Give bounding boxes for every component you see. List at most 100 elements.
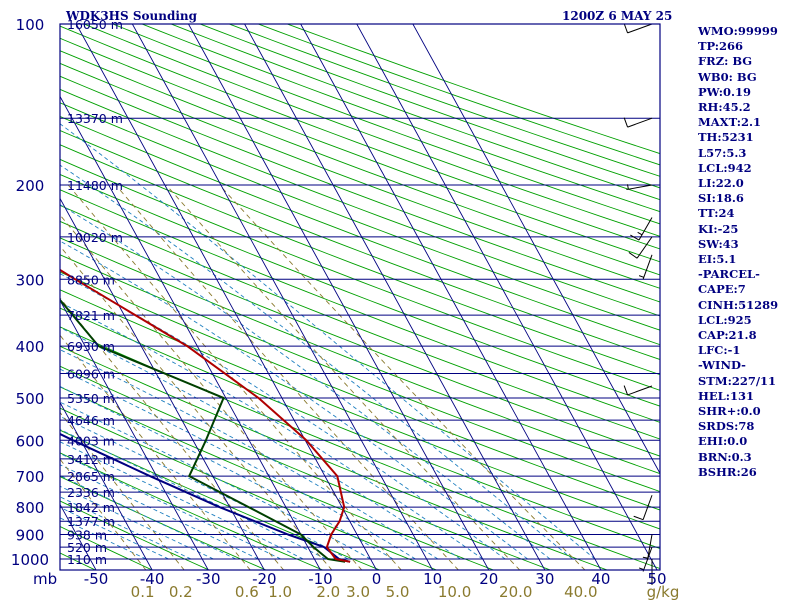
dry-adiabat: [60, 173, 660, 407]
mixing-ratio-line: [165, 184, 521, 570]
isotherm: [412, 24, 660, 475]
chart-title: WDK3HS Sounding: [65, 9, 198, 23]
pressure-tick-label: 300: [16, 271, 45, 289]
wind-barb: [623, 117, 653, 128]
dry-adiabat: [60, 88, 660, 317]
height-label: 11480 m: [67, 178, 123, 193]
index-line: -PARCEL-: [698, 267, 760, 282]
index-line: TP:266: [698, 39, 744, 54]
dry-adiabat: [60, 37, 660, 263]
dry-adiabat: [60, 429, 381, 570]
dry-adiabat: [60, 476, 267, 570]
wind-barb: [623, 385, 653, 396]
temperature-tick-label: -50: [84, 570, 109, 588]
temperature-tick-label: -20: [252, 570, 277, 588]
height-label: 2865 m: [67, 469, 115, 484]
mixing-ratio-label: 10.0: [438, 583, 471, 600]
mixing-ratio-line: [60, 214, 363, 570]
mixing-ratio-label: 1.0: [268, 583, 292, 600]
index-line: -WIND-: [698, 358, 746, 373]
mixing-ratio-line: [60, 245, 333, 570]
mixing-ratio-label: 0.2: [169, 583, 193, 600]
height-label: 1842 m: [67, 500, 115, 515]
height-label: 2336 m: [67, 485, 115, 500]
index-line: L57:5.3: [698, 145, 747, 160]
dry-adiabat: [140, 24, 660, 213]
height-label: 938 m: [67, 528, 107, 543]
index-line: SI:18.6: [698, 191, 744, 206]
temperature-trace: [60, 268, 351, 563]
mixing-ratio-label: 5.0: [386, 583, 410, 600]
height-label: 6930 m: [67, 339, 115, 354]
isotherm: [187, 24, 490, 570]
index-line: TH:5231: [698, 130, 754, 145]
height-label: 4003 m: [67, 433, 115, 448]
dry-adiabat: [60, 130, 660, 360]
index-line: SHR+:0.0: [698, 404, 761, 419]
isotherm: [300, 24, 602, 570]
mixing-ratio-line: [115, 184, 460, 570]
pressure-tick-label: 200: [16, 177, 45, 195]
dry-adiabat: [257, 24, 660, 166]
isotherm: [0, 0, 46, 581]
index-line: WMO:99999: [698, 24, 778, 38]
dry-adiabat: [60, 116, 660, 346]
mixing-ratio-label: 0.1: [131, 583, 155, 600]
dry-adiabat: [60, 50, 660, 276]
temperature-tick-label: 0: [372, 570, 382, 588]
mixing-ratio-line: [60, 297, 285, 570]
index-line: LFC:-1: [698, 343, 741, 358]
wind-barb: [647, 559, 653, 585]
height-label: 13370 m: [67, 111, 123, 126]
mixing-ratio-line: [60, 411, 185, 570]
height-label: 3412 m: [67, 452, 115, 467]
temperature-tick-label: -40: [140, 570, 165, 588]
pressure-tick-label: 800: [16, 499, 45, 517]
temperature-tick-label: 40: [591, 570, 610, 588]
pressure-unit-label: mb: [33, 570, 57, 588]
mixing-ratio-label: 3.0: [346, 583, 370, 600]
mixing-ratio-label: 40.0: [564, 583, 597, 600]
dry-adiabat: [60, 254, 660, 493]
dry-adiabat: [169, 24, 660, 201]
temperature-tick-label: -10: [308, 570, 333, 588]
mixing-ratio-unit: g/kg: [647, 583, 680, 600]
index-line: RH:45.2: [698, 100, 751, 115]
index-line: KI:-25: [698, 221, 739, 236]
mixing-ratio-line: [60, 334, 251, 570]
chart-datetime: 1200Z 6 MAY 25: [562, 9, 672, 23]
wind-barb: [642, 534, 653, 561]
temperature-tick-label: 30: [535, 570, 554, 588]
height-label: 6096 m: [67, 366, 115, 381]
dry-adiabat: [0, 12, 39, 570]
mixing-ratio-line: [60, 458, 147, 570]
index-line: FRZ: BG: [698, 54, 753, 69]
temperature-tick-label: 10: [423, 570, 442, 588]
temperature-tick-label: 50: [648, 570, 667, 588]
dry-adiabat: [60, 62, 660, 289]
pressure-tick-label: 600: [16, 432, 45, 450]
plot-area: [0, 0, 660, 581]
isotherm: [60, 401, 153, 570]
dry-adiabat: [60, 326, 660, 570]
index-line: CAP:21.8: [698, 328, 757, 343]
index-line: SW:43: [698, 236, 739, 251]
mixing-ratio-line: [219, 184, 586, 570]
mixing-ratio-label: 2.0: [316, 583, 340, 600]
dry-adiabat: [60, 144, 660, 376]
index-line: LCL:925: [698, 312, 752, 327]
dry-adiabat: [60, 25, 660, 250]
height-label: 520 m: [67, 540, 107, 555]
wind-barb: [630, 217, 653, 241]
index-line: WB0: BG: [698, 69, 757, 84]
index-line: EHI:0.0: [698, 434, 748, 449]
index-line: LCL:942: [698, 160, 752, 175]
dry-adiabat: [60, 386, 495, 570]
dry-adiabat: [60, 345, 609, 570]
dry-adiabat: [60, 102, 660, 331]
temperature-tick-label: 20: [479, 570, 498, 588]
index-line: LI:22.0: [698, 176, 744, 191]
pressure-tick-label: 900: [16, 527, 45, 545]
index-line: HEL:131: [698, 388, 754, 403]
